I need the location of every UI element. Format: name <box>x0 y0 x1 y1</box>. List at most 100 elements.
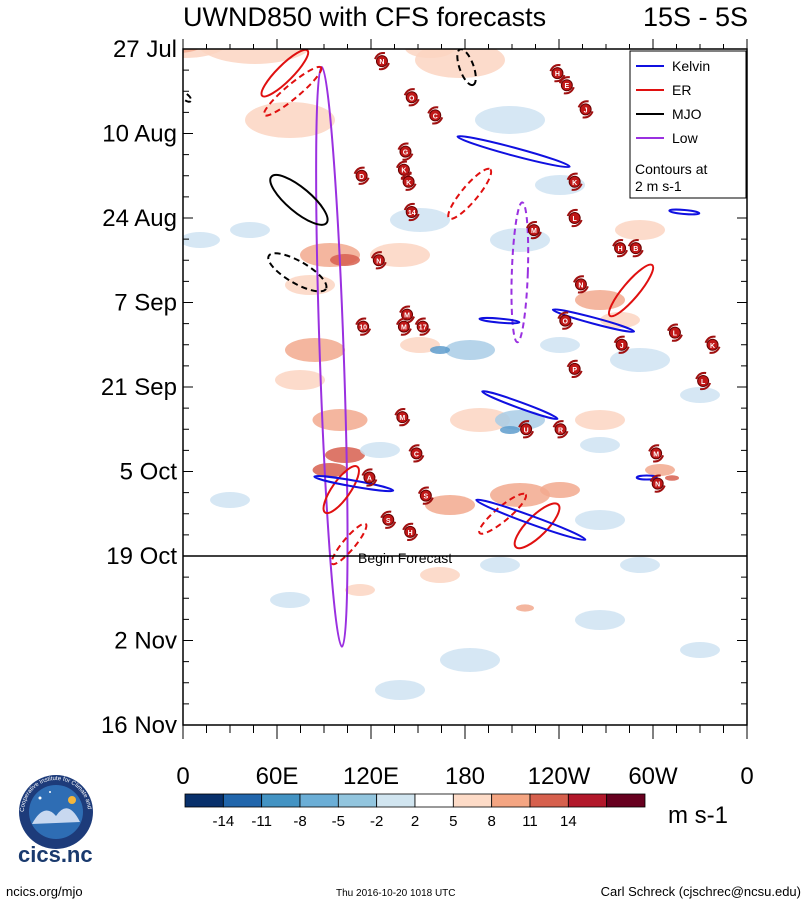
storm-letter: L <box>573 216 578 223</box>
x-tick-label: 180 <box>445 763 485 790</box>
anomaly-blob <box>450 408 510 432</box>
storm-icon <box>357 320 370 333</box>
storm-icon <box>668 326 681 339</box>
storm-icon <box>416 320 429 333</box>
storm-marker: K <box>704 335 721 354</box>
colorbar-label: -8 <box>293 813 306 830</box>
storm-letter: N <box>376 258 381 265</box>
storm-marker: N <box>370 251 387 270</box>
er-contour <box>330 522 368 566</box>
storm-swirl <box>370 251 387 270</box>
x-tick-label: 120E <box>343 763 399 790</box>
y-tick-label: 5 Oct <box>120 459 178 486</box>
storm-marker: L <box>566 208 583 228</box>
storm-icon <box>527 224 540 237</box>
storm-icon <box>568 175 581 188</box>
anomaly-blob <box>183 49 200 53</box>
er-contour <box>513 502 561 550</box>
storm-swirl <box>627 239 644 258</box>
storm-icon <box>382 513 395 526</box>
storm-swirl <box>695 371 712 391</box>
storm-swirl <box>380 510 397 529</box>
storm-marker: U <box>518 420 535 439</box>
mjo-contour <box>269 173 329 226</box>
storm-swirl <box>374 51 390 71</box>
kelvin-contour <box>313 475 395 493</box>
storm-marker: N <box>573 275 589 294</box>
storm-icon <box>559 314 572 327</box>
anomaly-blob <box>375 680 425 700</box>
anomaly-blob <box>400 337 440 353</box>
storm-marker: C <box>427 106 444 125</box>
storm-icon <box>614 242 627 255</box>
storm-letter: S <box>386 518 391 525</box>
er-contour <box>260 49 310 98</box>
x-tick-label: 60W <box>628 763 678 790</box>
storm-icon <box>650 447 663 460</box>
storm-marker: J <box>577 100 594 119</box>
storm-swirl <box>400 172 417 191</box>
storm-swirl <box>649 474 666 493</box>
storm-letter: N <box>655 482 660 489</box>
anomaly-blob <box>610 348 670 372</box>
storm-letter: L <box>701 379 706 386</box>
storm-icon <box>568 212 581 224</box>
storm-swirl <box>353 166 370 185</box>
storm-letter: N <box>578 282 583 289</box>
legend-note-line1: Contours at <box>635 161 707 177</box>
storm-letter: D <box>359 174 364 181</box>
anomaly-blob <box>680 387 720 403</box>
storm-letter: S <box>423 494 428 501</box>
anomaly-blob <box>285 275 335 295</box>
storm-marker: S <box>380 510 397 529</box>
storm-letter: P <box>572 367 577 374</box>
mjo-contour <box>183 91 193 103</box>
y-axis: 27 Jul 10 Aug 24 Aug 7 Sep 21 Sep 5 Oct 19 Oct… <box>101 36 747 739</box>
colorbar-units: m s-1 <box>668 802 728 829</box>
storm-swirl <box>526 220 542 240</box>
storm-marker: C <box>408 444 425 463</box>
storm-swirl <box>573 275 589 294</box>
kelvin-contour <box>635 474 658 481</box>
storm-letter: M <box>531 228 537 235</box>
y-tick-label: 27 Jul <box>113 36 177 63</box>
anomaly-blob <box>330 254 360 266</box>
storm-marker: D <box>353 166 370 185</box>
footer-url[interactable]: ncics.org/mjo <box>6 884 83 899</box>
storm-marker: M <box>399 305 415 324</box>
storm-marker: E <box>558 76 575 95</box>
storm-swirl <box>667 323 683 342</box>
storm-marker: R <box>552 420 569 439</box>
anomaly-blob <box>420 567 460 583</box>
storm-swirl <box>566 208 583 228</box>
storm-letter: L <box>673 331 678 338</box>
anomaly-blob <box>325 447 365 463</box>
storm-swirl <box>361 468 378 487</box>
storm-letter: C <box>433 113 438 120</box>
storm-marker: M <box>395 317 412 336</box>
storm-marker: A <box>361 468 378 487</box>
storm-icon <box>372 254 385 267</box>
storm-marker: 17 <box>414 317 431 336</box>
anomaly-blob <box>415 49 505 78</box>
storm-marker: O <box>557 311 574 330</box>
footer-timestamp: Thu 2016-10-20 1018 UTC <box>336 888 456 899</box>
colorbar-label: -5 <box>332 813 345 830</box>
anomaly-blob <box>500 426 520 434</box>
storm-swirl <box>417 486 434 505</box>
x-tick-label: 0 <box>740 763 753 790</box>
y-tick-label: 16 Nov <box>101 712 177 739</box>
anomaly-blob <box>615 220 665 240</box>
storm-icon <box>401 308 414 321</box>
storm-letter: 17 <box>419 325 427 332</box>
storm-letter: C <box>414 451 419 458</box>
storm-swirl <box>577 100 594 119</box>
anomaly-blob <box>540 482 580 498</box>
x-tick-label: 120W <box>528 763 591 790</box>
colorbar-label: 11 <box>522 813 538 830</box>
storm-swirl <box>566 359 583 379</box>
colorbar-label: 2 <box>411 813 419 830</box>
y-tick-label: 19 Oct <box>106 543 177 570</box>
storm-letter: M <box>401 325 407 332</box>
